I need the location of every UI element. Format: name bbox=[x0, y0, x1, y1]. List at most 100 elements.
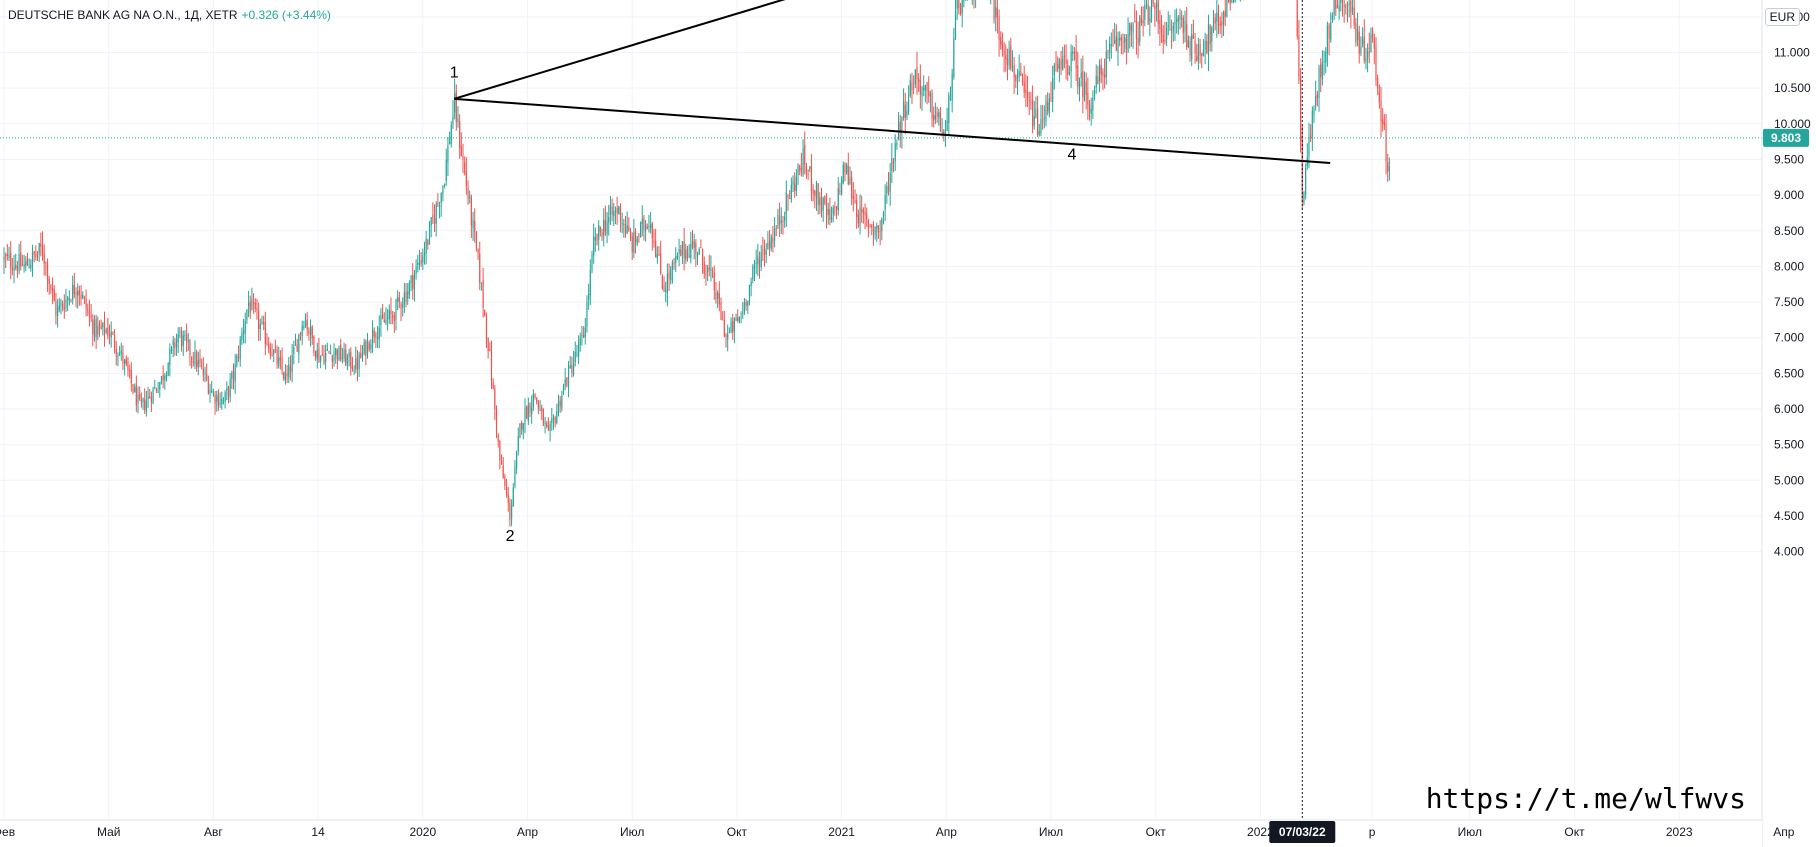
candle-body bbox=[313, 336, 315, 353]
price-axis[interactable]: 4.000 4.500 5.000 5.500 6.000 6.500 7.000 7.500… bbox=[1761, 0, 1816, 847]
candle-body bbox=[222, 400, 225, 402]
candle-body bbox=[1137, 38, 1139, 45]
candle-body bbox=[725, 334, 727, 338]
candle-body bbox=[263, 321, 265, 325]
candle-body bbox=[1222, 12, 1225, 24]
currency-button[interactable]: EUR bbox=[1764, 8, 1800, 26]
candle-body bbox=[358, 354, 360, 370]
candle-body bbox=[959, 4, 962, 15]
time-tick-label: Июл bbox=[1039, 825, 1063, 839]
candle-body bbox=[849, 177, 851, 185]
candle-body bbox=[281, 358, 283, 371]
candle-body bbox=[1216, 12, 1218, 22]
candle-body bbox=[172, 340, 174, 346]
candle-body bbox=[1171, 31, 1173, 33]
candle-body bbox=[797, 164, 799, 176]
candle-body bbox=[723, 319, 725, 337]
candle-body bbox=[837, 188, 839, 211]
candle-body bbox=[854, 200, 856, 203]
candle-body bbox=[435, 203, 437, 224]
candle-body bbox=[820, 197, 823, 212]
candle-body bbox=[1380, 101, 1382, 123]
candle-body bbox=[844, 163, 846, 174]
candle-body bbox=[191, 357, 193, 359]
candle-body bbox=[891, 158, 893, 171]
candle-body bbox=[753, 265, 756, 269]
candle-body bbox=[393, 314, 395, 321]
candle-body bbox=[360, 353, 362, 359]
candle-body bbox=[164, 375, 166, 381]
candle-body bbox=[403, 292, 405, 305]
candle-body bbox=[626, 225, 628, 234]
trendline-2[interactable] bbox=[454, 97, 1331, 165]
candle-body bbox=[785, 191, 787, 215]
candle-body bbox=[760, 252, 762, 268]
candle-body bbox=[428, 224, 431, 245]
candle-body bbox=[666, 274, 668, 294]
candle-body bbox=[636, 238, 638, 245]
candle-body bbox=[1144, 4, 1146, 20]
candle-body bbox=[487, 337, 489, 352]
candle-body bbox=[269, 347, 271, 356]
candle-body bbox=[1036, 107, 1039, 136]
candle-body bbox=[596, 234, 598, 242]
candle-body bbox=[531, 406, 533, 414]
candle-body bbox=[1140, 18, 1143, 24]
trendline-1[interactable] bbox=[453, 0, 1306, 100]
candle-body bbox=[112, 333, 114, 335]
candle-body bbox=[619, 207, 622, 223]
candle-body bbox=[135, 384, 137, 406]
candle-body bbox=[185, 334, 188, 341]
wave-label-4: 4 bbox=[1067, 146, 1076, 163]
candle-body bbox=[750, 281, 752, 287]
candle-body bbox=[1048, 98, 1050, 114]
candle-body bbox=[1129, 23, 1131, 36]
candle-body bbox=[3, 255, 5, 261]
candle-body bbox=[861, 209, 863, 212]
candle-body bbox=[522, 423, 524, 432]
candle-body bbox=[1226, 0, 1228, 17]
candle-body bbox=[1085, 82, 1087, 95]
candle-body bbox=[946, 120, 948, 131]
candle-body bbox=[170, 346, 173, 352]
candle-body bbox=[676, 255, 679, 259]
candle-body bbox=[859, 206, 861, 226]
candle-body bbox=[283, 372, 285, 380]
candle-body bbox=[504, 476, 506, 486]
candle-body bbox=[417, 262, 419, 265]
candle-body bbox=[1055, 61, 1057, 65]
candle-body bbox=[338, 346, 340, 361]
candle-body bbox=[651, 223, 653, 239]
candle-body bbox=[758, 258, 761, 267]
candle-body bbox=[95, 318, 97, 338]
candle-body bbox=[1311, 110, 1313, 136]
candle-body bbox=[1040, 119, 1042, 134]
time-axis[interactable]: Фев Май Авг 14 2020 Апр Июл Окт 2021 Апр Июл Окт 202… bbox=[0, 819, 1795, 847]
candle-body bbox=[1221, 21, 1223, 26]
candle-body bbox=[348, 352, 350, 358]
candle-body bbox=[139, 393, 141, 400]
candle-body bbox=[1134, 20, 1136, 23]
candle-body bbox=[830, 216, 833, 220]
candle-body bbox=[13, 267, 15, 272]
candle-body bbox=[526, 406, 528, 419]
candle-body bbox=[271, 354, 273, 357]
candle-body bbox=[852, 196, 854, 200]
candle-body bbox=[482, 280, 484, 308]
candle-body bbox=[234, 364, 236, 383]
candle-body bbox=[147, 395, 149, 400]
candle-body bbox=[85, 298, 87, 309]
candle-body bbox=[232, 371, 235, 380]
candle-body bbox=[886, 186, 888, 194]
candle-body bbox=[832, 207, 834, 215]
candle-body bbox=[1338, 5, 1340, 11]
candle-body bbox=[862, 209, 864, 214]
candle-body bbox=[842, 164, 844, 183]
candle-body bbox=[231, 373, 233, 379]
candle-body bbox=[755, 262, 757, 264]
candle-body bbox=[874, 226, 876, 235]
candle-body bbox=[740, 314, 742, 316]
candle-body bbox=[1139, 15, 1141, 42]
candle-body bbox=[303, 326, 305, 328]
